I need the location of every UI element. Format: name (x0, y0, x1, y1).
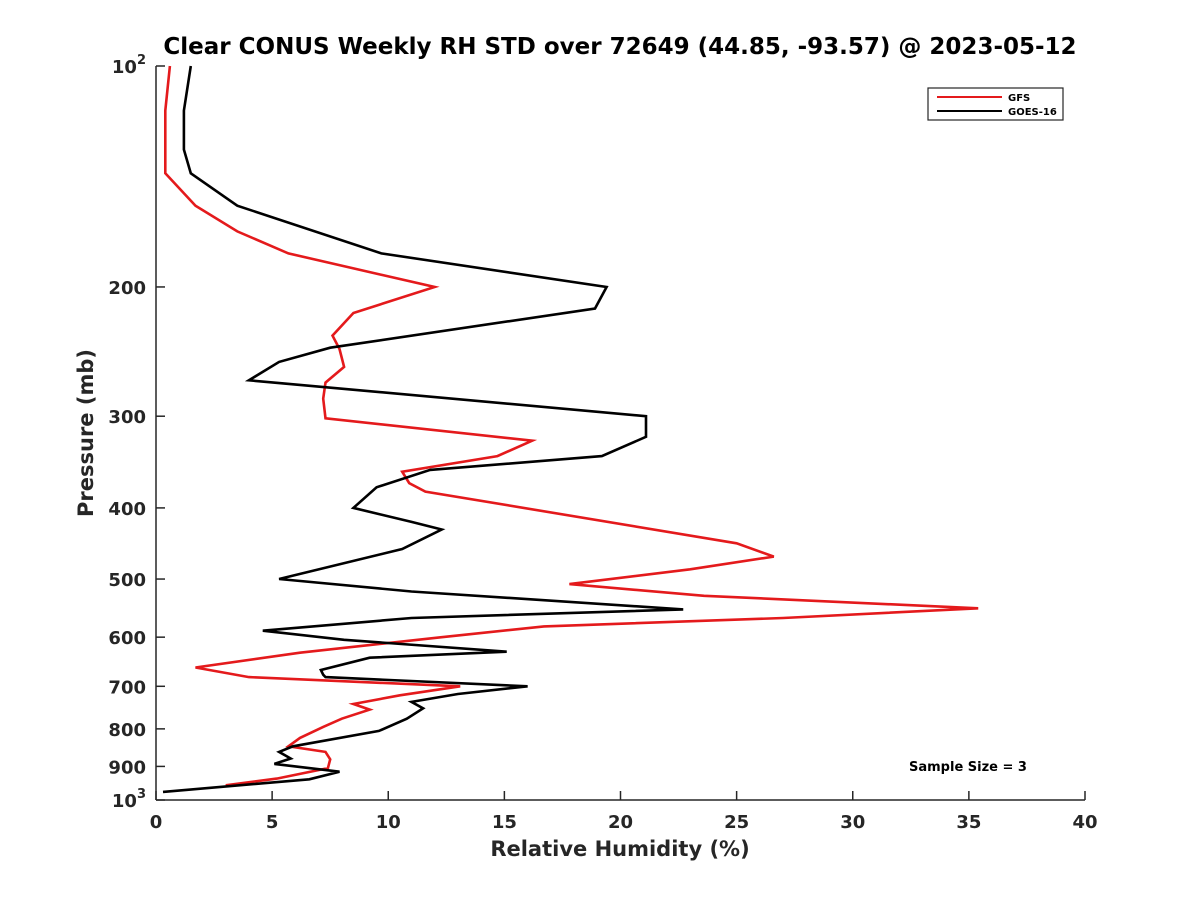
y-tick-label: 300 (108, 407, 146, 428)
series-line-0 (164, 65, 979, 787)
plot-frame (156, 66, 1085, 800)
y-ticks: 102 200 300 400 500 600 700 800 900 103 (108, 53, 165, 812)
y-tick-label: 500 (108, 570, 146, 591)
x-tick-label: 30 (840, 812, 865, 833)
y-tick-label: 900 (108, 757, 146, 778)
x-tick-label: 0 (150, 812, 163, 833)
x-ticks: 0 5 10 15 20 25 30 35 40 (150, 791, 1098, 833)
y-tick-label: 800 (108, 720, 146, 741)
x-tick-label: 15 (492, 812, 517, 833)
y-tick-label: 400 (108, 499, 146, 520)
y-tick-label: 200 (108, 278, 146, 299)
legend-label-gfs: GFS (1008, 93, 1030, 104)
chart-title: Clear CONUS Weekly RH STD over 72649 (44… (163, 34, 1076, 60)
x-tick-label: 40 (1072, 812, 1097, 833)
x-tick-label: 35 (956, 812, 981, 833)
y-tick-label: 102 (112, 53, 146, 78)
x-tick-label: 25 (724, 812, 749, 833)
legend: GFS GOES-16 (927, 87, 1064, 121)
x-axis-label: Relative Humidity (%) (490, 837, 749, 861)
legend-box (927, 87, 1064, 121)
y-axis-label: Pressure (mb) (74, 349, 98, 517)
y-tick-label: 700 (108, 677, 146, 698)
y-tick-label: 600 (108, 628, 146, 649)
x-tick-label: 10 (376, 812, 401, 833)
sample-size-annotation: Sample Size = 3 (909, 760, 1027, 775)
x-tick-label: 20 (608, 812, 633, 833)
legend-label-goes16: GOES-16 (1008, 107, 1057, 118)
plot-lines (162, 65, 979, 794)
y-tick-label: 103 (112, 787, 146, 812)
x-tick-label: 5 (266, 812, 279, 833)
series-line-1 (162, 65, 684, 794)
